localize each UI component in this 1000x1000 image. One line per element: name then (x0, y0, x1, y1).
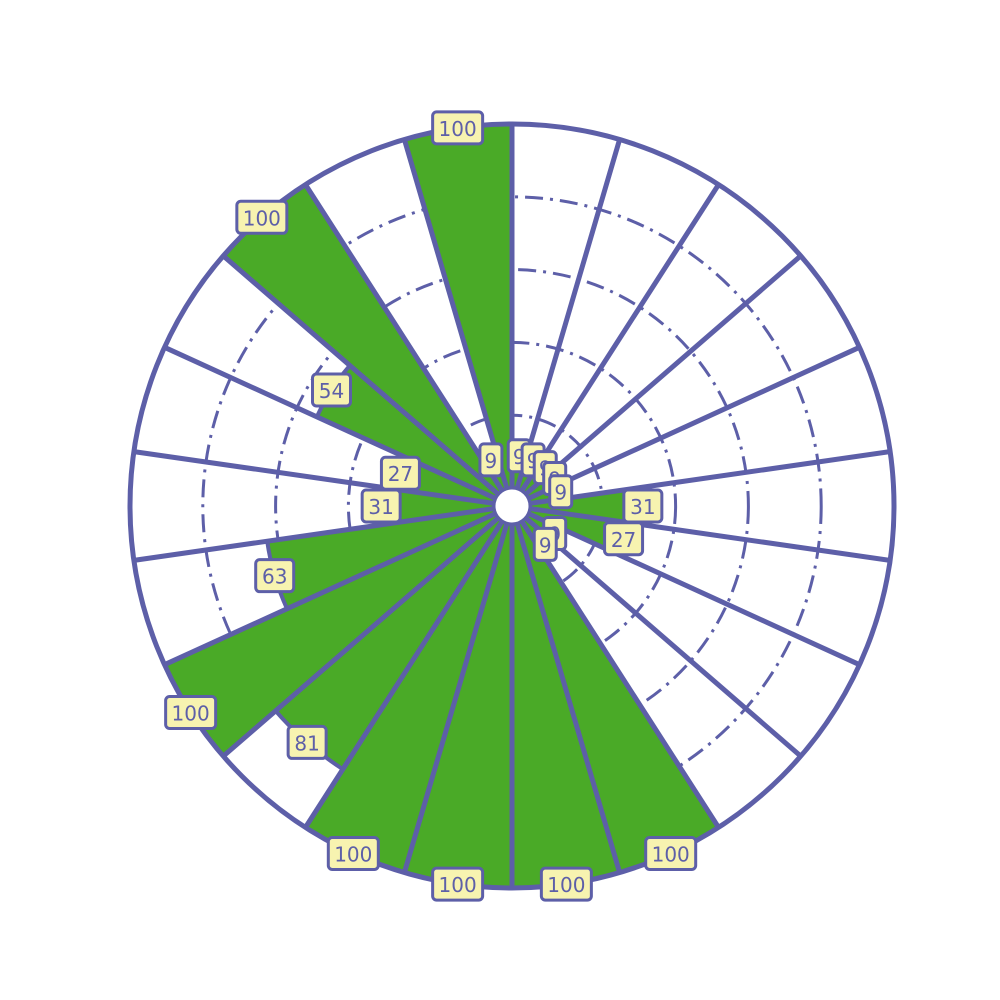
value-label-box (235, 199, 289, 235)
value-label-text: 100 (439, 873, 477, 897)
value-label-box (532, 526, 558, 562)
spoke (519, 519, 721, 829)
value-label-19: 54 (311, 372, 353, 408)
spoke (303, 183, 505, 493)
value-label-box (431, 866, 485, 902)
spoke (401, 522, 510, 874)
spoke (221, 515, 501, 759)
value-label-box (326, 835, 380, 871)
spoke (163, 345, 497, 501)
value-label-12: 100 (431, 866, 485, 902)
spoke (514, 522, 623, 874)
grid-ring (274, 268, 750, 744)
value-label-text: 100 (439, 117, 477, 141)
value-label-text: 9 (539, 533, 552, 557)
spoke (529, 506, 891, 563)
spoke (401, 138, 510, 490)
value-label-20: 100 (235, 199, 289, 235)
value-label-6: 31 (622, 488, 664, 524)
value-label-box (254, 558, 296, 594)
value-label-box (603, 521, 645, 557)
spoke (529, 449, 891, 506)
spoke (523, 515, 803, 759)
value-label-text: 100 (334, 842, 372, 866)
value-label-13: 100 (326, 835, 380, 871)
value-label-text: 9 (554, 481, 567, 505)
value-label-box (622, 488, 664, 524)
value-label-box (431, 110, 485, 146)
value-label-box (286, 724, 328, 760)
spoke (303, 519, 505, 829)
value-label-text: 63 (262, 565, 287, 589)
value-label-box (311, 372, 353, 408)
labels-layer: 9999931279910010010010081100633127541009… (164, 110, 698, 902)
value-label-box (539, 866, 593, 902)
value-label-text: 31 (368, 495, 393, 519)
value-label-10: 100 (644, 835, 698, 871)
value-label-text: 31 (630, 495, 655, 519)
value-label-18: 27 (379, 455, 421, 491)
value-label-box (164, 695, 218, 731)
value-label-17: 31 (360, 488, 402, 524)
value-label-7: 27 (603, 521, 645, 557)
grid-ring (201, 195, 823, 817)
value-label-14: 81 (286, 724, 328, 760)
value-label-text: 27 (611, 528, 636, 552)
value-label-text: 9 (485, 449, 498, 473)
spoke (523, 253, 803, 497)
spokes-layer (127, 121, 897, 891)
value-label-11: 100 (539, 866, 593, 902)
value-label-box (360, 488, 402, 524)
value-label-box (379, 455, 421, 491)
spoke (527, 511, 861, 667)
value-label-text: 81 (294, 731, 319, 755)
value-label-15: 100 (164, 695, 218, 731)
spoke (133, 506, 495, 563)
center-hole (492, 486, 532, 526)
spoke (221, 253, 501, 497)
value-label-22: 100 (431, 110, 485, 146)
value-label-text: 27 (388, 462, 413, 486)
spoke (163, 511, 497, 667)
value-label-text: 54 (319, 379, 344, 403)
value-label-text: 100 (172, 702, 210, 726)
value-label-text: 100 (547, 873, 585, 897)
value-label-text: 100 (243, 206, 281, 230)
value-label-5: 9 (548, 474, 574, 510)
value-label-box (548, 474, 574, 510)
outer-ring (127, 121, 897, 891)
spoke (527, 345, 861, 501)
spoke (519, 183, 721, 493)
value-label-16: 63 (254, 558, 296, 594)
value-label-9: 9 (532, 526, 558, 562)
value-label-box (644, 835, 698, 871)
spoke (514, 138, 623, 490)
spoke (133, 449, 495, 506)
value-label-21: 9 (478, 442, 504, 478)
value-label-text: 100 (652, 842, 690, 866)
value-label-box (478, 442, 504, 478)
bars-layer (161, 121, 722, 891)
